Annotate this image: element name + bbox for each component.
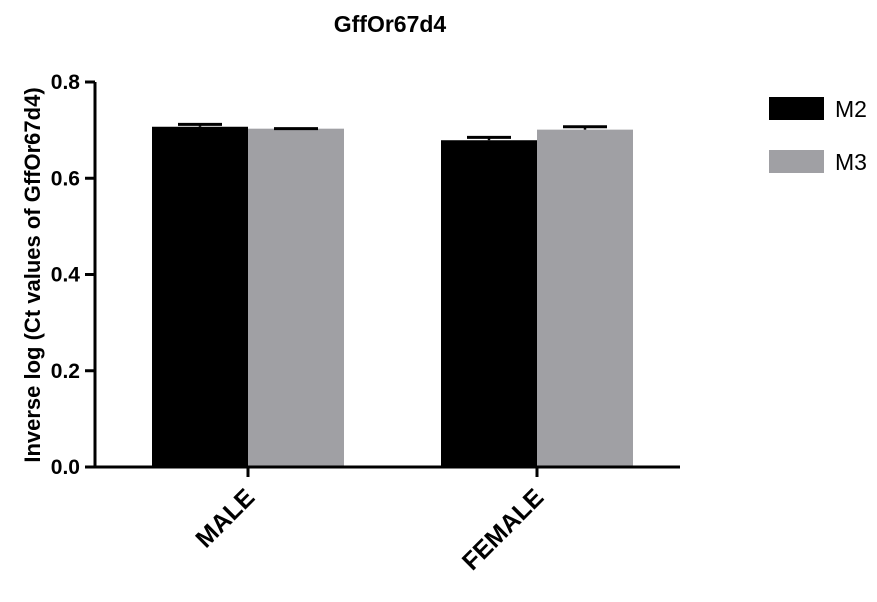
- plot-area: 0.0 0.2 0.4 0.6 0.8 MALE FEMALE: [51, 71, 680, 576]
- legend: M2 M3: [769, 96, 867, 175]
- legend-swatch-m3: [769, 150, 824, 173]
- bar-female-m2: [441, 140, 537, 467]
- bar-male-m3: [248, 128, 344, 467]
- y-tick-label: 0.8: [51, 71, 81, 94]
- legend-swatch-m2: [769, 97, 824, 120]
- bar-female-m3: [537, 129, 633, 468]
- bar-male-m2: [152, 126, 248, 467]
- legend-label-m2: M2: [835, 96, 867, 122]
- chart-title: GffOr67d4: [334, 11, 447, 37]
- y-tick-label: 0.4: [51, 264, 81, 287]
- legend-label-m3: M3: [835, 149, 867, 175]
- y-tick-label: 0.0: [51, 456, 80, 479]
- x-tick-label-male: MALE: [190, 483, 260, 553]
- y-tick-label: 0.6: [51, 167, 80, 190]
- y-axis-label: Inverse log (Ct values of GffOr67d4): [20, 87, 45, 462]
- y-tick-label: 0.2: [51, 360, 80, 383]
- x-tick-label-female: FEMALE: [457, 483, 549, 575]
